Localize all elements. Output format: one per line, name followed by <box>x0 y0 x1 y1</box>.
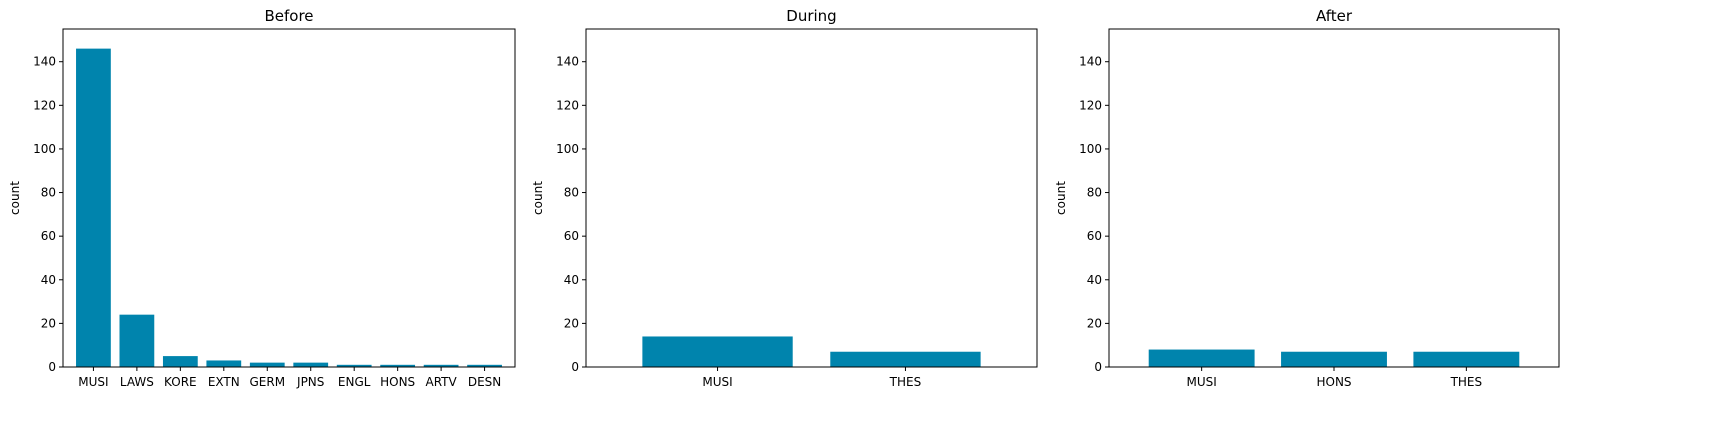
bar <box>293 362 329 367</box>
y-tick-label: 40 <box>1087 273 1102 287</box>
x-tick-label: ARTV <box>426 375 458 389</box>
bar <box>336 364 372 367</box>
y-tick-label: 0 <box>571 360 579 374</box>
axes-frame <box>1108 28 1560 368</box>
y-axis-label: count <box>531 181 545 215</box>
y-tick-label: 140 <box>1079 55 1102 69</box>
y-tick-label: 60 <box>1087 229 1102 243</box>
bar <box>642 336 793 367</box>
x-tick-label: GERM <box>249 375 285 389</box>
y-tick-label: 40 <box>41 273 56 287</box>
x-tick-label: MUSI <box>702 375 732 389</box>
chart-title: Before <box>264 7 313 25</box>
chart-title: During <box>786 7 836 25</box>
y-tick-label: 0 <box>1094 360 1102 374</box>
bar <box>1413 351 1520 367</box>
subplot-before: Before count MUSI LAWS KORE EXTN GERM JPNS ENG… <box>8 7 516 389</box>
bar <box>76 48 111 368</box>
bar <box>206 360 242 367</box>
y-tick-label: 100 <box>33 142 56 156</box>
y-tick-label: 140 <box>33 55 56 69</box>
subplot-during: During count MUSI THES 0 20 40 60 80 100 120 140 <box>531 7 1038 389</box>
bar <box>467 364 502 367</box>
bar <box>830 351 981 367</box>
bar <box>423 364 459 367</box>
axes-frame <box>62 28 516 368</box>
x-tick-label: DESN <box>468 375 501 389</box>
y-tick-label: 140 <box>556 55 579 69</box>
x-tick-label: HONS <box>1316 375 1351 389</box>
y-tick-label: 120 <box>1079 98 1102 112</box>
y-axis-label: count <box>8 181 22 215</box>
bar <box>380 364 416 367</box>
y-tick-label: 80 <box>41 186 56 200</box>
x-tick-label: KORE <box>164 375 197 389</box>
y-tick-label: 0 <box>48 360 56 374</box>
x-tick-label: THES <box>1450 375 1483 389</box>
x-tick-label: LAWS <box>120 375 154 389</box>
y-tick-label: 60 <box>564 229 579 243</box>
chart-title: After <box>1316 7 1353 25</box>
bar <box>249 362 285 367</box>
x-tick-label: THES <box>889 375 922 389</box>
x-tick-label: HONS <box>380 375 415 389</box>
axes-frame <box>585 28 1038 368</box>
y-tick-label: 20 <box>41 316 56 330</box>
y-tick-label: 120 <box>556 98 579 112</box>
y-tick-label: 20 <box>1087 316 1102 330</box>
y-tick-label: 20 <box>564 316 579 330</box>
x-tick-label: MUSI <box>78 375 108 389</box>
bar <box>162 356 198 367</box>
y-tick-label: 100 <box>1079 142 1102 156</box>
y-tick-label: 40 <box>564 273 579 287</box>
subplot-after: After count MUSI HONS THES 0 20 40 60 80 100 120 1… <box>1054 7 1560 389</box>
y-axis-label: count <box>1054 181 1068 215</box>
y-tick-label: 100 <box>556 142 579 156</box>
x-tick-label: EXTN <box>208 375 240 389</box>
x-tick-label: MUSI <box>1186 375 1216 389</box>
y-tick-label: 80 <box>1087 186 1102 200</box>
y-tick-label: 80 <box>564 186 579 200</box>
x-tick-label: JPNS <box>296 375 324 389</box>
y-tick-label: 120 <box>33 98 56 112</box>
bar <box>119 314 155 367</box>
y-tick-label: 60 <box>41 229 56 243</box>
bar <box>1281 351 1387 367</box>
x-tick-label: ENGL <box>338 375 371 389</box>
bar <box>1148 349 1255 367</box>
